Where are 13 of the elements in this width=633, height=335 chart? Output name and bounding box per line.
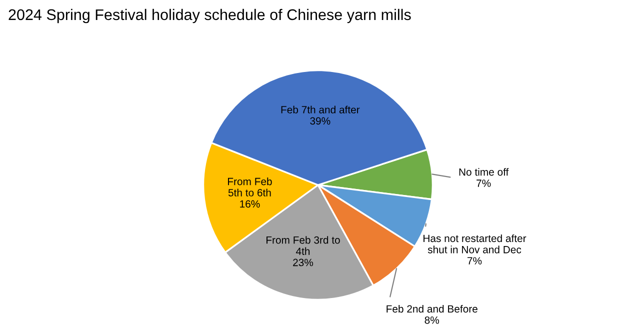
data-label: 23%: [293, 258, 314, 266]
slice-label: From Feb 3rd to 4th: [266, 236, 340, 255]
slice-label: No time off: [459, 168, 509, 176]
slice-label: Has not restarted after shut in Nov and Dec: [424, 234, 526, 254]
slice-label: Feb 2nd and Before: [386, 304, 478, 313]
data-label: 16%: [240, 200, 260, 208]
data-label: 7%: [467, 257, 482, 264]
slice-label: From Feb 5th to 6th: [228, 178, 272, 196]
chart-title: 2024 Spring Festival holiday schedule of Chinese yarn mills: [8, 8, 411, 24]
slice-label: Feb 7th and after: [281, 106, 360, 114]
data-label: 7%: [476, 180, 491, 187]
data-label: 8%: [424, 316, 440, 324]
data-label: 39%: [310, 117, 330, 125]
